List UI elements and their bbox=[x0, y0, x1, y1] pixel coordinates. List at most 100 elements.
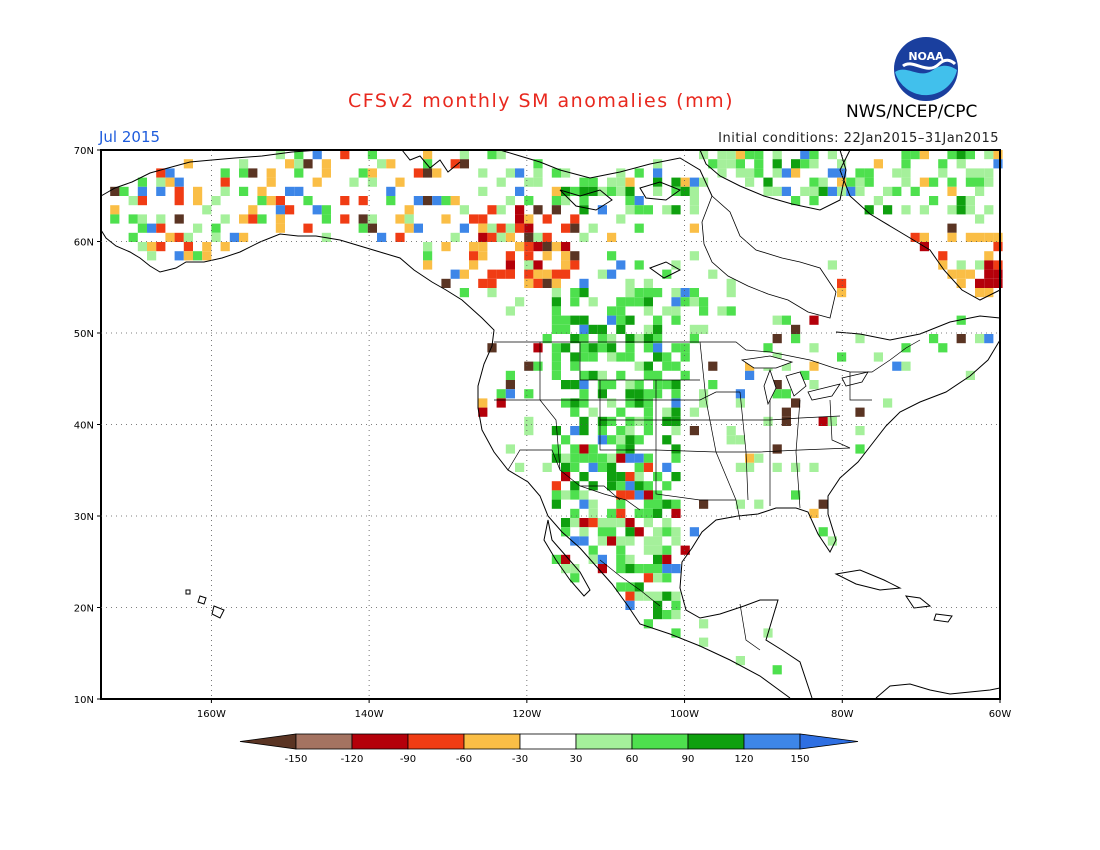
anomaly-cell bbox=[275, 223, 285, 233]
anomaly-cell bbox=[579, 398, 589, 408]
anomaly-cell bbox=[128, 196, 138, 206]
anomaly-cell bbox=[984, 168, 994, 178]
anomaly-cell bbox=[993, 269, 1003, 279]
anomaly-cell bbox=[818, 416, 828, 426]
anomaly-cell bbox=[156, 186, 166, 196]
anomaly-cell bbox=[377, 159, 387, 169]
anomaly-cell bbox=[726, 150, 736, 160]
anomaly-cell bbox=[643, 591, 653, 601]
anomaly-cell bbox=[607, 481, 617, 491]
anomaly-cell bbox=[699, 324, 709, 334]
anomaly-cell bbox=[561, 260, 571, 270]
anomaly-cell bbox=[901, 205, 911, 215]
anomaly-cell bbox=[542, 242, 552, 252]
anomaly-cell bbox=[625, 426, 635, 436]
anomaly-cell bbox=[561, 435, 571, 445]
anomaly-cell bbox=[809, 508, 819, 518]
anomaly-cell bbox=[551, 242, 561, 252]
anomaly-cell bbox=[561, 343, 571, 353]
anomaly-cell bbox=[524, 361, 534, 371]
anomaly-cell bbox=[616, 407, 626, 417]
anomaly-cell bbox=[662, 610, 672, 620]
anomaly-cell bbox=[561, 527, 571, 537]
initial-conditions-label: Initial conditions: 22Jan2015–31Jan2015 bbox=[718, 131, 999, 146]
anomaly-cell bbox=[883, 398, 893, 408]
anomaly-cell bbox=[533, 168, 543, 178]
anomaly-cell bbox=[625, 444, 635, 454]
anomaly-cell bbox=[570, 223, 580, 233]
anomaly-cell bbox=[910, 186, 920, 196]
anomaly-cell bbox=[570, 251, 580, 261]
anomaly-cell bbox=[533, 269, 543, 279]
anomaly-cell bbox=[671, 389, 681, 399]
anomaly-cell bbox=[579, 232, 589, 242]
anomaly-cell bbox=[478, 168, 488, 178]
anomaly-cell bbox=[579, 527, 589, 537]
anomaly-cell bbox=[809, 150, 819, 160]
anomaly-cell bbox=[956, 196, 966, 206]
anomaly-cell bbox=[588, 518, 598, 528]
anomaly-cell bbox=[248, 168, 258, 178]
anomaly-cell bbox=[625, 453, 635, 463]
anomaly-cell bbox=[616, 177, 626, 187]
anomaly-cell bbox=[781, 389, 791, 399]
anomaly-cell bbox=[643, 398, 653, 408]
anomaly-cell bbox=[653, 168, 663, 178]
anomaly-cell bbox=[588, 508, 598, 518]
anomaly-cell bbox=[579, 380, 589, 390]
anomaly-cell bbox=[625, 315, 635, 325]
anomaly-cell bbox=[607, 518, 617, 528]
anomaly-cell bbox=[147, 223, 157, 233]
anomaly-cell bbox=[827, 536, 837, 546]
anomaly-cell bbox=[551, 306, 561, 316]
anomaly-cell bbox=[772, 168, 782, 178]
anomaly-cell bbox=[634, 196, 644, 206]
anomaly-cell bbox=[561, 251, 571, 261]
anomaly-cell bbox=[386, 196, 396, 206]
anomaly-cell bbox=[781, 186, 791, 196]
anomaly-cell bbox=[156, 168, 166, 178]
anomaly-cell bbox=[671, 564, 681, 574]
anomaly-cell bbox=[174, 214, 184, 224]
anomaly-cell bbox=[533, 260, 543, 270]
anomaly-cell bbox=[515, 214, 525, 224]
anomaly-cell bbox=[975, 232, 985, 242]
anomaly-cell bbox=[717, 159, 727, 169]
anomaly-cell bbox=[671, 527, 681, 537]
anomaly-cell bbox=[551, 278, 561, 288]
anomaly-cell bbox=[588, 186, 598, 196]
lat-tick-label: 30N bbox=[74, 512, 94, 523]
anomaly-cell bbox=[478, 242, 488, 252]
anomaly-cell bbox=[634, 389, 644, 399]
anomaly-cell bbox=[505, 168, 515, 178]
anomaly-cell bbox=[524, 269, 534, 279]
anomaly-cell bbox=[947, 269, 957, 279]
legend-tick-label: 120 bbox=[734, 754, 753, 765]
color-legend: -150 -120 -90 -60 -30 30 60 90 120 150 bbox=[239, 733, 859, 765]
anomaly-cell bbox=[689, 324, 699, 334]
anomaly-cell bbox=[340, 214, 350, 224]
anomaly-cell bbox=[616, 315, 626, 325]
anomaly-cell bbox=[266, 177, 276, 187]
anomaly-cell bbox=[653, 380, 663, 390]
anomaly-cell bbox=[662, 573, 672, 583]
anomaly-cell bbox=[505, 232, 515, 242]
anomaly-cell bbox=[956, 278, 966, 288]
anomaly-cell bbox=[938, 343, 948, 353]
anomaly-cell bbox=[524, 416, 534, 426]
anomaly-cell bbox=[110, 186, 120, 196]
anomaly-cell bbox=[984, 288, 994, 298]
anomaly-cell bbox=[579, 324, 589, 334]
anomaly-cell bbox=[358, 214, 368, 224]
anomaly-cell bbox=[772, 315, 782, 325]
anomaly-cell bbox=[413, 168, 423, 178]
anomaly-cell bbox=[662, 564, 672, 574]
anomaly-cell bbox=[542, 214, 552, 224]
anomaly-cell bbox=[809, 159, 819, 169]
anomaly-cell bbox=[837, 288, 847, 298]
anomaly-cell bbox=[643, 536, 653, 546]
anomaly-cell bbox=[929, 196, 939, 206]
anomaly-cell bbox=[975, 214, 985, 224]
anomaly-cell bbox=[202, 242, 212, 252]
anomaly-cell bbox=[423, 150, 433, 160]
